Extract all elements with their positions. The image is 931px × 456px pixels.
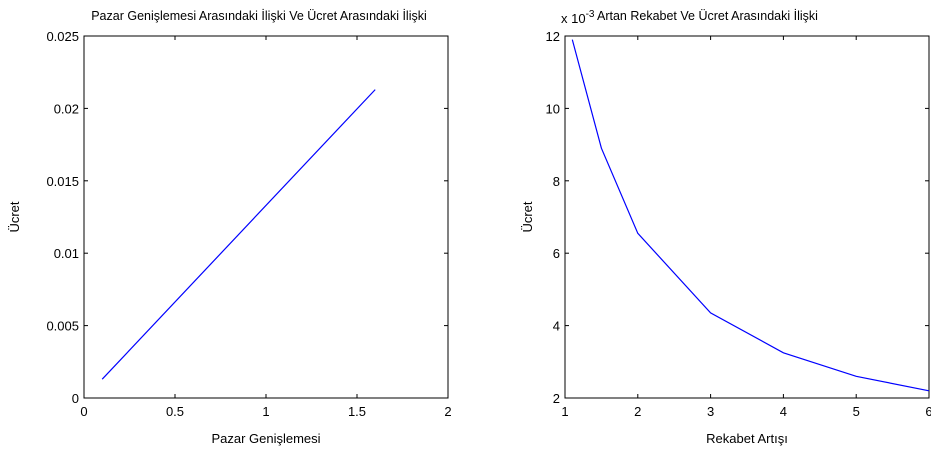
y-tick-label: 4 [553,319,560,334]
x-axis-label: Rekabet Artışı [706,431,788,446]
series-line [101,89,376,380]
chart-market-expansion: Pazar Genişlemesi Arasındaki İlişki Ve Ü… [7,9,452,446]
chart-competition: x 10-3 Artan Rekabet Ve Ücret Arasındaki… [520,9,931,446]
series-line [571,39,930,392]
y-tick-label: 8 [553,174,560,189]
x-tick-label: 2 [634,404,641,419]
y-axis: 0 0.005 0.01 0.015 0.02 0.025 [46,29,448,406]
plot-area-frame [564,35,930,399]
x-tick-label: 1 [262,404,269,419]
y-tick-label: 0.02 [54,101,79,116]
x-tick-label: 5 [853,404,860,419]
x-tick-label: 2 [444,404,451,419]
multiplier-exponent: -3 [586,9,595,20]
y-tick-label: 10 [546,101,560,116]
x-axis-label: Pazar Genişlemesi [211,431,320,446]
x-tick-label: 1 [561,404,568,419]
x-axis: 0 0.5 1 1.5 2 [80,36,452,419]
y-axis-multiplier: x 10-3 [561,9,595,26]
y-tick-label: 0.01 [54,246,79,261]
y-tick-label: 12 [546,29,560,44]
y-tick-label: 2 [553,391,560,406]
chart-title: Artan Rekabet Ve Ücret Arasındaki İlişki [597,9,818,23]
x-axis: 1 2 3 4 5 6 [561,36,931,419]
y-axis-label: Ücret [520,201,535,232]
x-tick-label: 6 [925,404,931,419]
y-axis-label: Ücret [7,201,22,232]
x-tick-label: 1.5 [348,404,366,419]
y-tick-label: 0.025 [46,29,79,44]
y-tick-label: 0.005 [46,319,79,334]
y-axis: 2 4 6 8 10 12 [546,29,929,406]
y-tick-label: 0.015 [46,174,79,189]
x-tick-label: 0 [80,404,87,419]
y-tick-label: 0 [72,391,79,406]
chart-title: Pazar Genişlemesi Arasındaki İlişki Ve Ü… [91,9,427,23]
x-tick-label: 4 [780,404,787,419]
x-tick-label: 0.5 [166,404,184,419]
x-tick-label: 3 [707,404,714,419]
y-tick-label: 6 [553,246,560,261]
multiplier-base: x 10 [561,11,586,26]
